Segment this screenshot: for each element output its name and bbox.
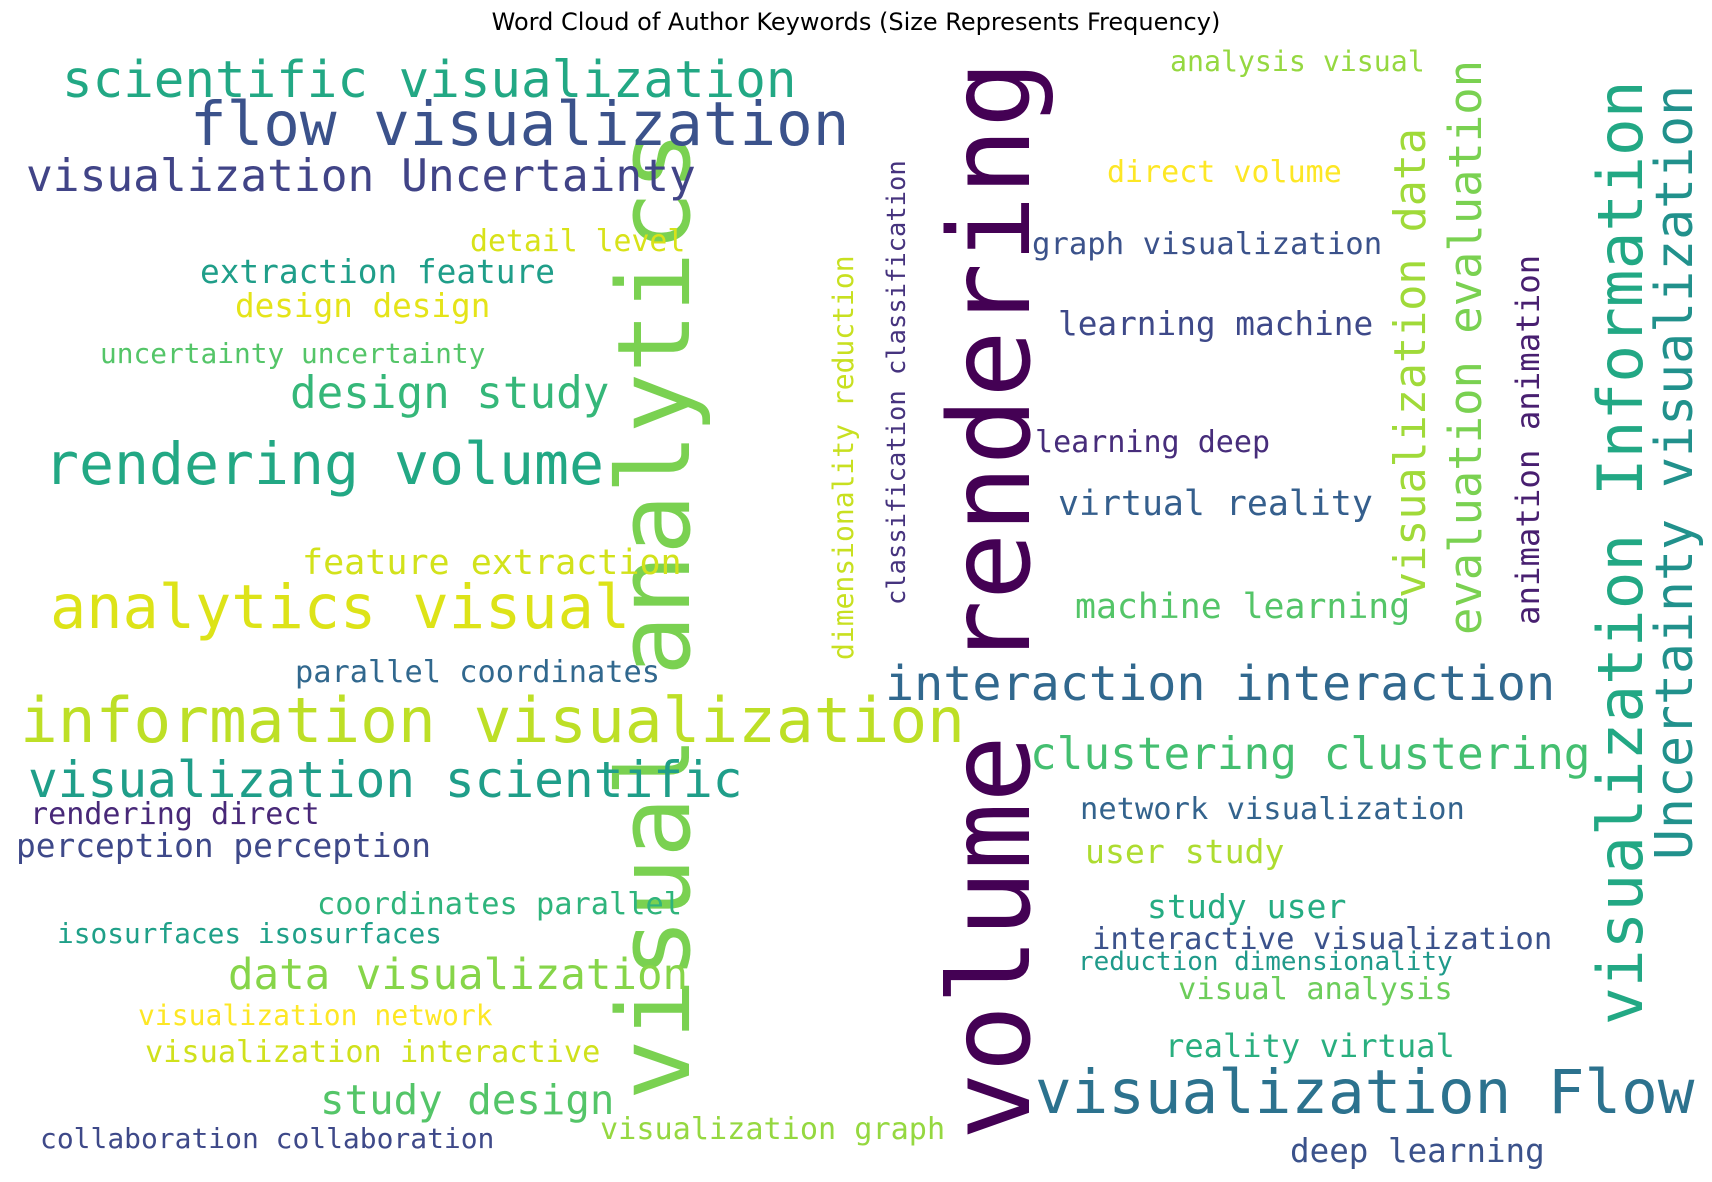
word-user-study: user study <box>1085 832 1285 871</box>
word-parallel-coordinates: parallel coordinates <box>295 655 660 690</box>
word-visualization-information: visualization Information <box>1584 80 1657 1025</box>
word-deep-learning: deep learning <box>1290 1132 1545 1170</box>
word-learning-machine: learning machine <box>1058 305 1374 343</box>
word-visualization-data: visualization data <box>1386 127 1436 598</box>
word-isosurfaces-isosurfaces: isosurfaces isosurfaces <box>57 917 442 950</box>
word-machine-learning: machine learning <box>1075 587 1411 627</box>
word-rendering-volume: rendering volume <box>44 430 605 498</box>
word-information-visualization: information visualization <box>20 684 965 757</box>
word-analysis-visual: analysis visual <box>1170 45 1425 78</box>
word-uncertainty-visualization: Uncertainty visualization <box>1645 84 1705 860</box>
word-dimensionality-reduction: dimensionality reduction <box>827 255 860 660</box>
word-animation-animation: animation animation <box>1509 254 1547 625</box>
word-uncertainty-uncertainty: uncertainty uncertainty <box>100 337 486 370</box>
word-perception-perception: perception perception <box>16 827 432 865</box>
word-graph-visualization: graph visualization <box>1032 227 1383 262</box>
word-visualization-scientific: visualization scientific <box>28 751 743 809</box>
word-analytics-visual: analytics visual <box>50 573 631 643</box>
word-visualization-graph: visualization graph <box>600 1112 946 1147</box>
word-study-user: study user <box>1147 887 1347 926</box>
word-detail-level: detail level <box>470 224 686 259</box>
word-visualization-flow: visualization Flow <box>1035 1058 1695 1128</box>
word-interactive-visualization: interactive visualization <box>1092 922 1553 957</box>
word-reduction-dimensionality: reduction dimensionality <box>1078 947 1453 977</box>
word-design-study: design study <box>290 368 610 419</box>
word-interaction-interaction: interaction interaction <box>885 656 1556 712</box>
word-classification-classification: classification classification <box>882 160 912 605</box>
word-study-design: study design <box>320 1076 615 1124</box>
chart-title: Word Cloud of Author Keywords (Size Repr… <box>491 8 1221 36</box>
word-visual-analysis: visual analysis <box>1178 972 1453 1007</box>
word-visualization-network: visualization network <box>138 999 493 1032</box>
word-reality-virtual: reality virtual <box>1165 1027 1455 1065</box>
word-volume-rendering: volume rendering <box>926 60 1056 1140</box>
word-virtual-reality: virtual reality <box>1058 484 1373 524</box>
word-feature-extraction: feature extraction <box>302 542 682 583</box>
word-clustering-clustering: clustering clustering <box>1030 729 1591 780</box>
word-rendering-direct: rendering direct <box>30 797 320 832</box>
word-data-visualization: data visualization <box>228 951 689 1000</box>
word-visualization-interactive: visualization interactive <box>145 1035 601 1070</box>
word-design-design: design design <box>235 287 491 325</box>
word-network-visualization: network visualization <box>1080 792 1465 827</box>
word-extraction-feature: extraction feature <box>200 253 555 291</box>
word-collaboration-collaboration: collaboration collaboration <box>40 1122 495 1155</box>
word-coordinates-parallel: coordinates parallel <box>317 887 682 922</box>
word-direct-volume: direct volume <box>1107 155 1342 190</box>
word-flow-visualization: flow visualization <box>190 90 850 160</box>
word-learning-deep: learning deep <box>1035 425 1271 460</box>
word-visualization-uncertainty: visualization Uncertainty <box>26 151 696 202</box>
word-evaluation-evaluation: evaluation evaluation <box>1439 59 1492 635</box>
word-scientific-visualization: scientific visualization <box>62 50 797 109</box>
